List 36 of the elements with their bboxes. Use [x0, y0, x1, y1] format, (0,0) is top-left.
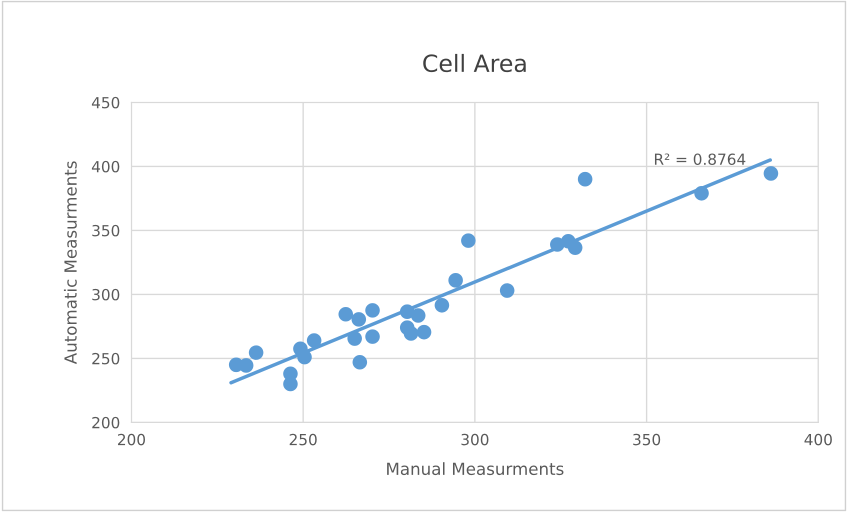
point [365, 303, 380, 318]
y-tick-label: 200 [92, 416, 120, 428]
point [500, 283, 514, 298]
point [448, 273, 463, 288]
x-tick-label: 200 [118, 434, 146, 446]
point [461, 233, 476, 248]
point [764, 166, 778, 181]
point [416, 324, 432, 340]
point [694, 186, 709, 201]
point [248, 345, 264, 360]
point [578, 172, 592, 186]
point [365, 329, 380, 344]
point [404, 326, 418, 341]
y-tick-label: 450 [92, 96, 120, 108]
chart-title: Cell Area [423, 54, 526, 72]
y-tick-label: 350 [92, 224, 120, 236]
point [434, 298, 450, 313]
x-tick-label: 350 [633, 434, 660, 446]
point [283, 376, 298, 392]
x-tick-label: 400 [804, 434, 832, 446]
point [568, 240, 582, 255]
point [352, 312, 366, 327]
point [347, 331, 362, 346]
annotation: R² = 0.8764 [654, 153, 746, 166]
y-tick-label: 250 [92, 352, 120, 364]
x-tick-label: 300 [461, 434, 488, 446]
point [410, 308, 426, 323]
point [238, 358, 254, 373]
x-tick-label: 250 [290, 434, 317, 446]
point [306, 333, 322, 348]
point [338, 306, 354, 322]
point [352, 354, 368, 370]
x-axis-title: Manual Measurments [387, 462, 564, 476]
y-tick-label: 400 [92, 160, 120, 172]
y-tick-label: 300 [92, 288, 120, 300]
y-axis-title: Automatic Measurments [64, 161, 77, 364]
